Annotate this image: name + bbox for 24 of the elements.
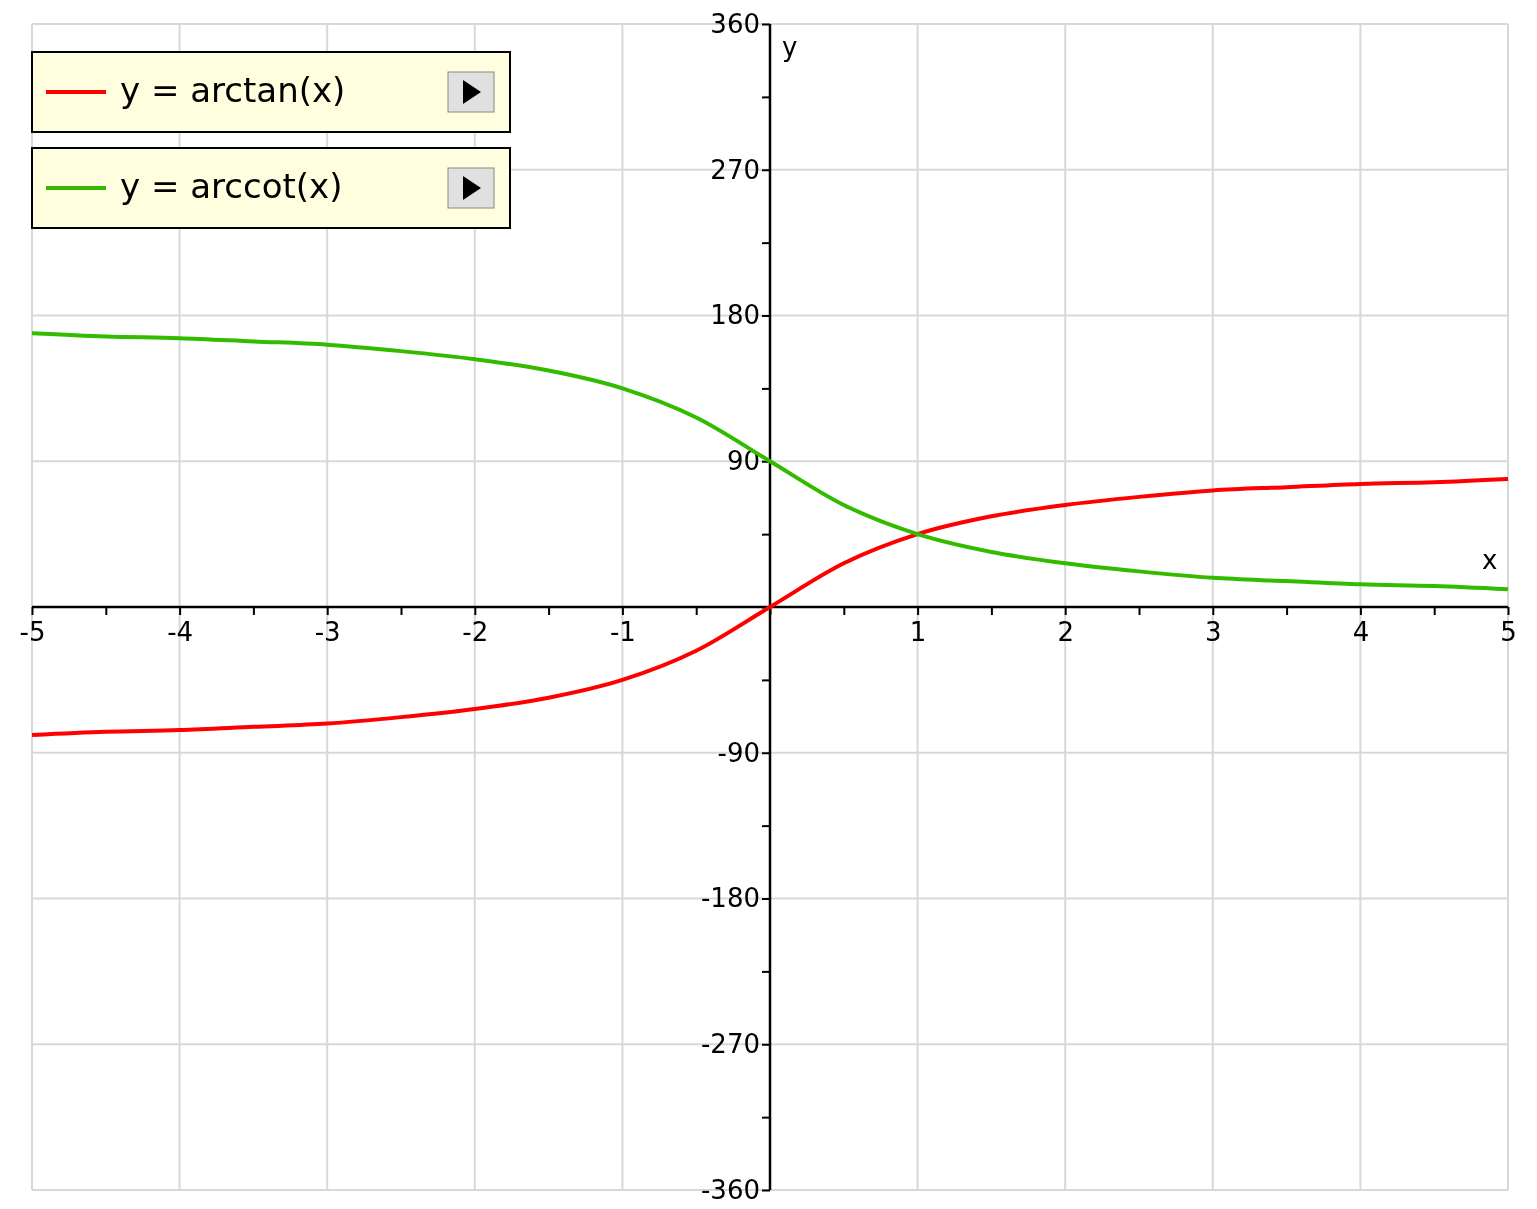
y-tick-label: -360 [700, 1174, 760, 1205]
y-tick-label: 180 [710, 300, 760, 331]
legend-label: y = arctan(x) [120, 70, 346, 110]
y-tick-label: -90 [717, 737, 760, 768]
y-tick-label: 360 [710, 8, 760, 39]
x-axis-title: x [1482, 545, 1498, 575]
y-axis-title: y [782, 32, 798, 62]
x-tick-label: -5 [19, 617, 46, 648]
x-tick-label: -3 [314, 617, 341, 648]
legend-box: y = arccot(x) [31, 147, 511, 229]
legend-label: y = arccot(x) [120, 166, 343, 206]
x-tick-label: -2 [462, 617, 489, 648]
line-series [30, 331, 1510, 592]
legend-box: y = arctan(x) [31, 51, 511, 133]
y-tick-label: -270 [700, 1029, 760, 1060]
x-tick-label: 5 [1500, 617, 1517, 648]
x-tick-label: 4 [1352, 617, 1370, 648]
x-tick-label: 2 [1057, 617, 1074, 648]
x-tick-label: -4 [167, 617, 194, 648]
y-tick-label: 270 [710, 154, 760, 185]
x-tick-label: 3 [1205, 617, 1222, 648]
y-tick-label: -180 [700, 883, 760, 914]
x-tick-label: -1 [609, 617, 636, 648]
x-tick-label: 1 [909, 617, 927, 648]
